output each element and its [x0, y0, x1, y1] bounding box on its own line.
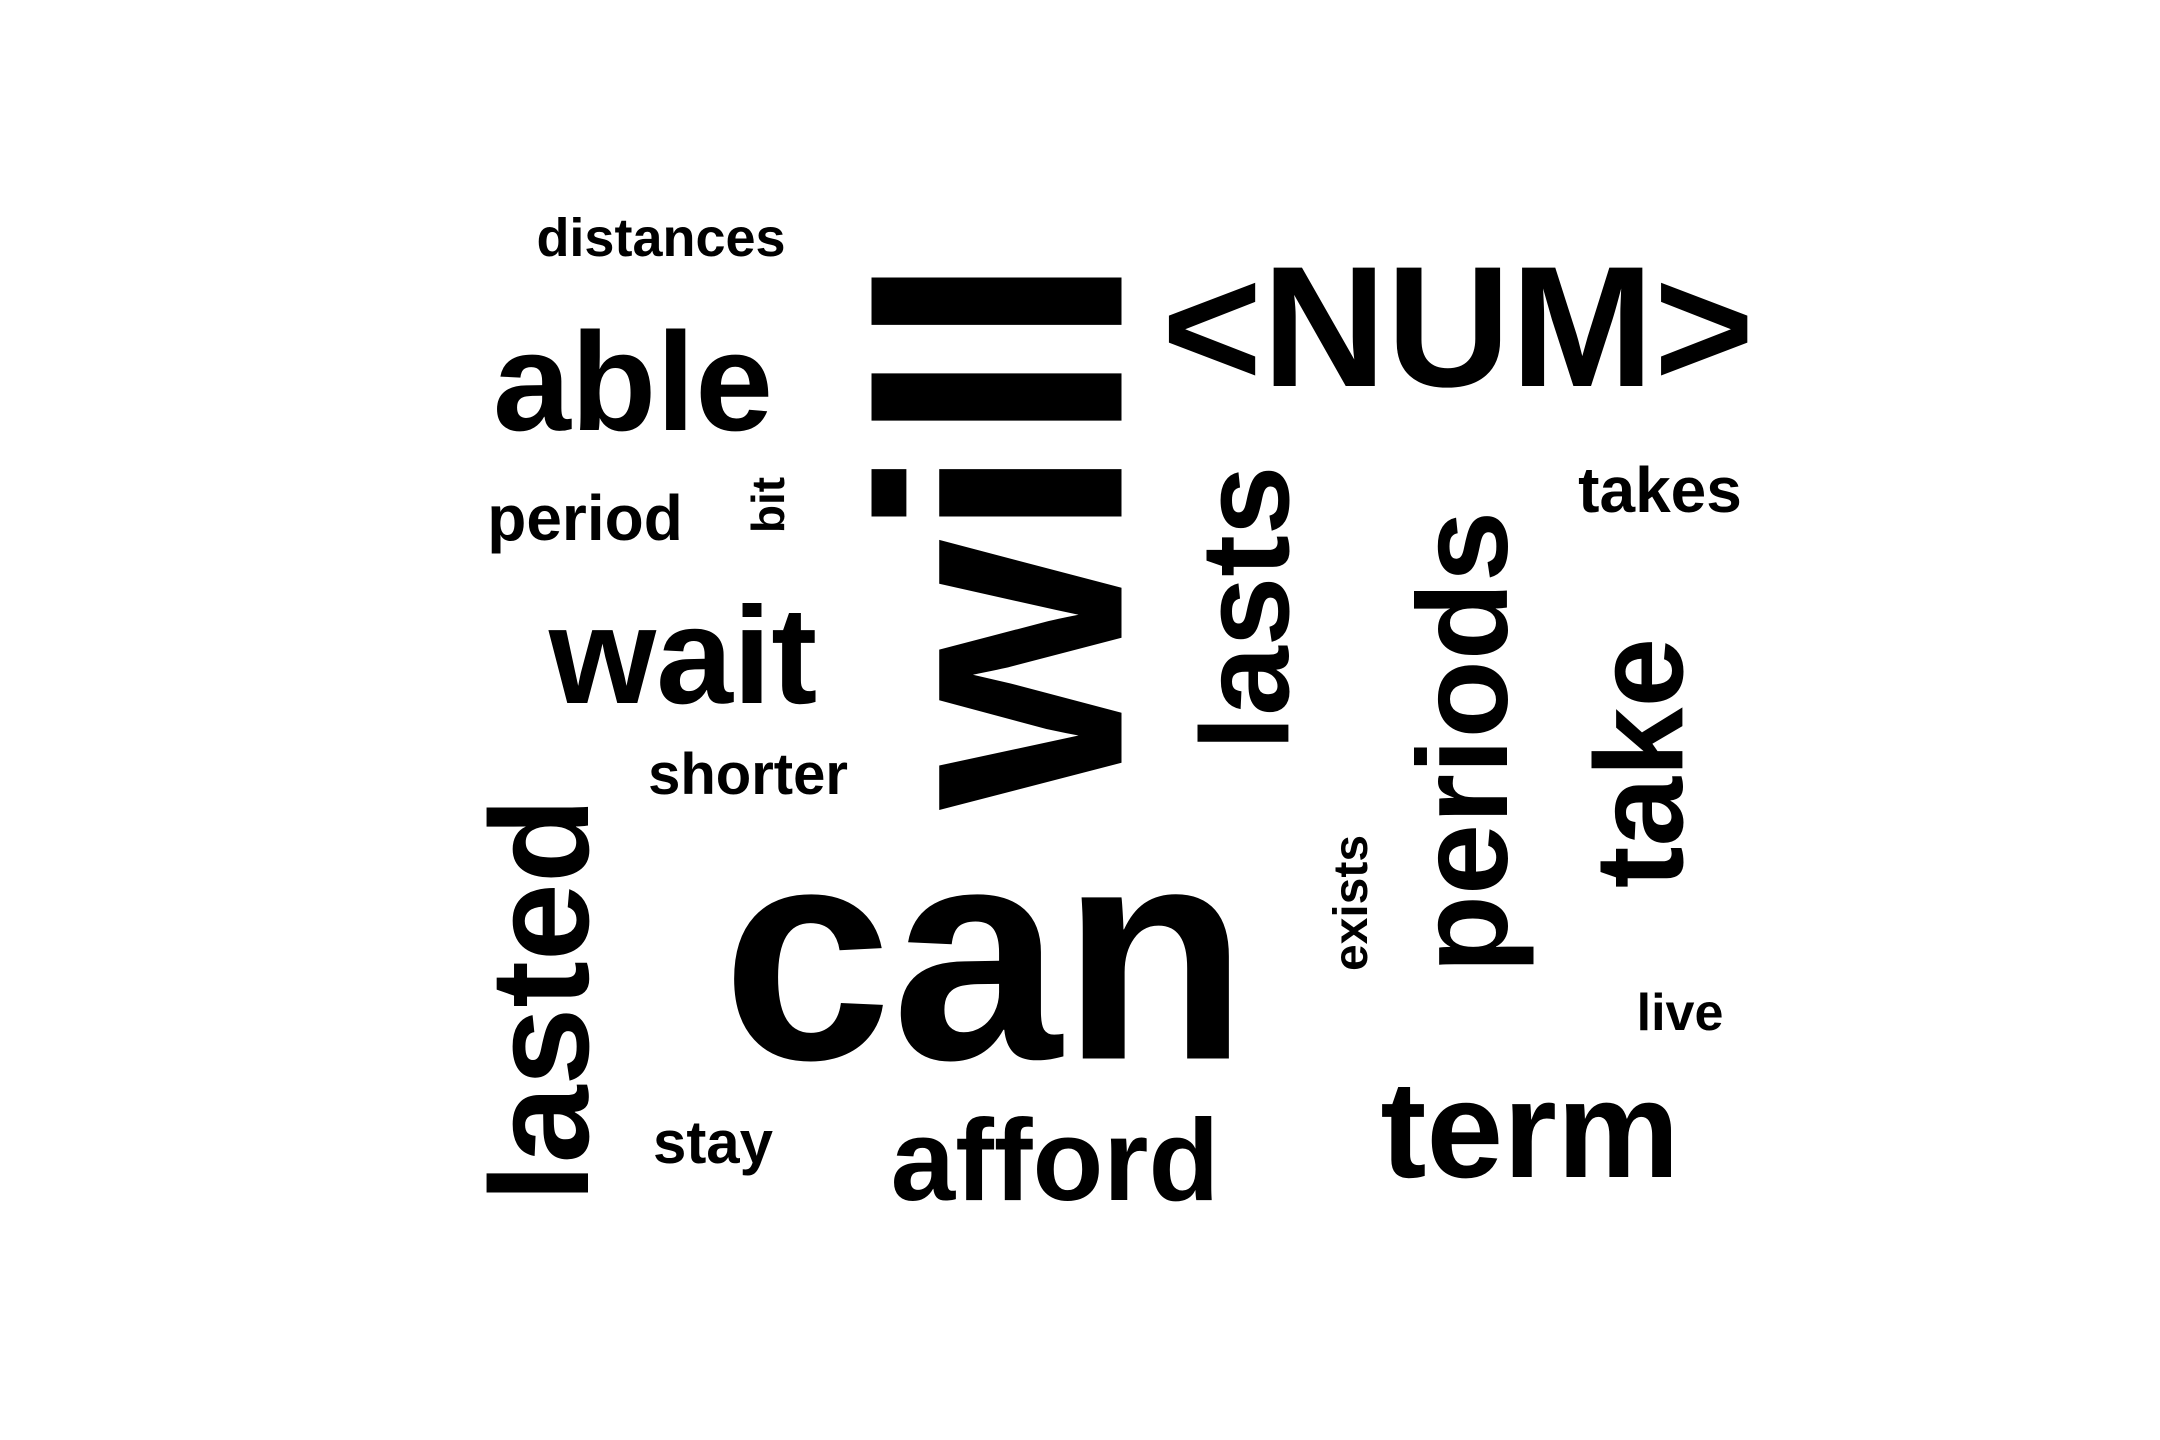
word-take: take	[1570, 637, 1710, 889]
word-period: period	[487, 482, 683, 554]
word-periods: periods	[1392, 510, 1535, 974]
word-exists: exists	[1325, 834, 1378, 972]
word-wait: wait	[548, 579, 818, 733]
word-live: live	[1636, 984, 1724, 1042]
word-takes: takes	[1578, 454, 1742, 526]
word-shorter: shorter	[648, 742, 848, 807]
word-afford: afford	[890, 1095, 1220, 1225]
word-will: will	[810, 253, 1196, 809]
word-able: able	[492, 303, 774, 460]
word-stay: stay	[652, 1109, 774, 1176]
word-lasts: lasts	[1176, 465, 1316, 751]
word-bit: bit	[742, 476, 794, 534]
word-can: can	[722, 782, 1248, 1124]
word-distances: distances	[536, 208, 786, 268]
word-term: term	[1380, 1053, 1680, 1207]
word-num: <NUM>	[1161, 231, 1755, 423]
word-lasted: lasted	[461, 797, 618, 1203]
